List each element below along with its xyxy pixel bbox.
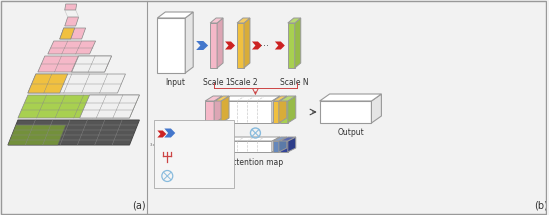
Polygon shape bbox=[210, 23, 217, 68]
Text: Concatenate: Concatenate bbox=[180, 155, 213, 161]
Polygon shape bbox=[80, 95, 139, 118]
Polygon shape bbox=[60, 28, 86, 39]
Polygon shape bbox=[205, 96, 222, 101]
Polygon shape bbox=[273, 141, 279, 152]
Text: Depthwise
Separable
Convolution: Depthwise Separable Convolution bbox=[180, 125, 211, 143]
Polygon shape bbox=[164, 129, 175, 138]
Polygon shape bbox=[273, 96, 287, 101]
Text: Self Channel
Attention: Self Channel Attention bbox=[180, 170, 212, 182]
Polygon shape bbox=[214, 137, 222, 152]
Text: Scale 2: Scale 2 bbox=[229, 78, 257, 87]
Polygon shape bbox=[215, 137, 229, 141]
Polygon shape bbox=[237, 18, 250, 23]
Polygon shape bbox=[48, 41, 96, 54]
Polygon shape bbox=[196, 41, 208, 50]
Polygon shape bbox=[280, 101, 288, 123]
Polygon shape bbox=[205, 101, 214, 123]
Polygon shape bbox=[244, 18, 250, 68]
Polygon shape bbox=[65, 4, 77, 10]
Polygon shape bbox=[288, 18, 301, 23]
Polygon shape bbox=[295, 18, 301, 68]
Text: Output: Output bbox=[337, 128, 364, 137]
Polygon shape bbox=[158, 18, 185, 73]
Polygon shape bbox=[273, 101, 279, 123]
Polygon shape bbox=[222, 101, 272, 123]
Polygon shape bbox=[279, 96, 287, 123]
Text: Scale 1: Scale 1 bbox=[203, 78, 231, 87]
Polygon shape bbox=[288, 23, 295, 68]
Polygon shape bbox=[28, 74, 68, 93]
Polygon shape bbox=[221, 137, 229, 152]
Polygon shape bbox=[320, 101, 372, 123]
Polygon shape bbox=[210, 18, 223, 23]
Polygon shape bbox=[60, 28, 75, 39]
Text: Scale N: Scale N bbox=[280, 78, 309, 87]
Polygon shape bbox=[280, 96, 296, 101]
Polygon shape bbox=[8, 120, 139, 145]
Polygon shape bbox=[205, 137, 222, 141]
Polygon shape bbox=[279, 137, 287, 152]
Text: ···: ··· bbox=[260, 41, 270, 52]
Text: 3x3 1x1: 3x3 1x1 bbox=[150, 143, 166, 147]
Polygon shape bbox=[272, 137, 280, 152]
Polygon shape bbox=[215, 101, 221, 123]
Polygon shape bbox=[214, 96, 222, 123]
Polygon shape bbox=[275, 41, 285, 49]
Polygon shape bbox=[273, 137, 287, 141]
Polygon shape bbox=[272, 96, 280, 123]
Polygon shape bbox=[280, 137, 296, 141]
Text: Attention map: Attention map bbox=[228, 158, 283, 167]
Polygon shape bbox=[158, 131, 166, 138]
Polygon shape bbox=[28, 74, 126, 93]
Polygon shape bbox=[222, 96, 280, 101]
Polygon shape bbox=[252, 41, 262, 49]
Text: Input: Input bbox=[165, 78, 185, 87]
Polygon shape bbox=[288, 137, 296, 152]
Polygon shape bbox=[280, 141, 288, 152]
Text: (a): (a) bbox=[133, 200, 146, 210]
Polygon shape bbox=[320, 94, 382, 101]
Polygon shape bbox=[217, 18, 223, 68]
Polygon shape bbox=[205, 141, 214, 152]
Polygon shape bbox=[65, 17, 79, 26]
Polygon shape bbox=[38, 56, 111, 72]
Polygon shape bbox=[215, 141, 221, 152]
Polygon shape bbox=[215, 96, 229, 101]
Polygon shape bbox=[288, 96, 296, 123]
Polygon shape bbox=[72, 56, 111, 72]
Polygon shape bbox=[222, 141, 272, 152]
Polygon shape bbox=[225, 41, 235, 49]
Polygon shape bbox=[158, 12, 193, 18]
Polygon shape bbox=[372, 94, 382, 123]
Polygon shape bbox=[221, 96, 229, 123]
Polygon shape bbox=[222, 137, 280, 141]
FancyBboxPatch shape bbox=[154, 120, 234, 188]
Text: (b): (b) bbox=[534, 200, 548, 210]
Polygon shape bbox=[237, 23, 244, 68]
Polygon shape bbox=[18, 95, 139, 118]
Polygon shape bbox=[8, 125, 66, 145]
Polygon shape bbox=[185, 12, 193, 73]
